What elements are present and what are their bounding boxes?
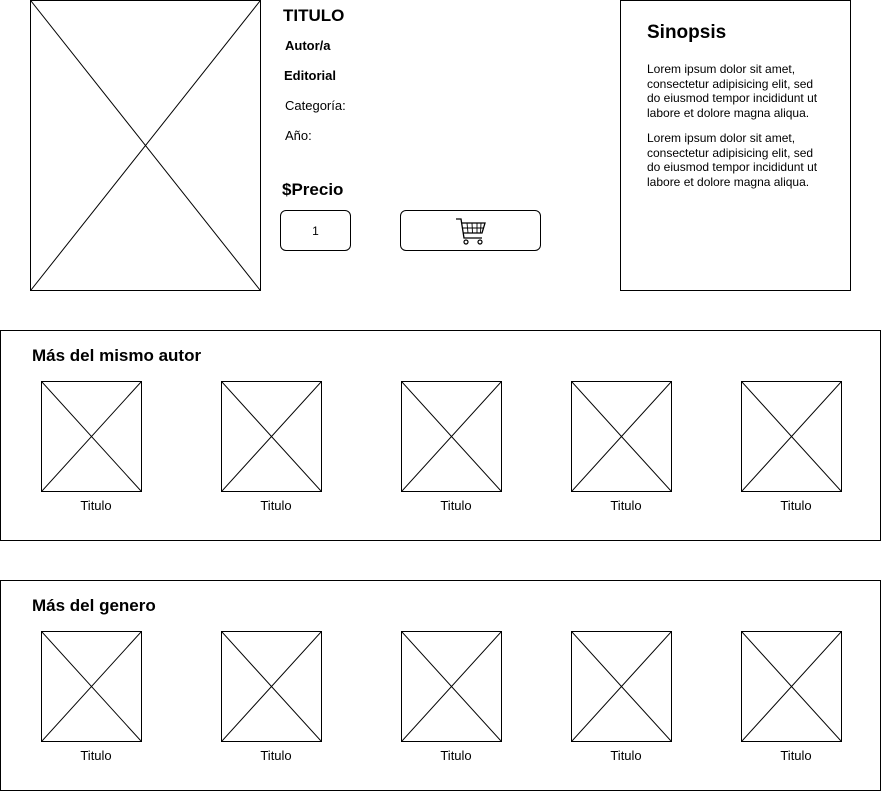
related-book-image[interactable] [741, 631, 842, 742]
synopsis-panel: Sinopsis Lorem ipsum dolor sit amet, con… [620, 0, 851, 291]
image-placeholder-icon [572, 382, 671, 491]
image-placeholder-icon [742, 632, 841, 741]
related-book-image[interactable] [401, 631, 502, 742]
book-year: Año: [285, 128, 312, 143]
book-author[interactable]: Autor/a [285, 38, 331, 53]
related-book-title[interactable]: Titulo [260, 748, 292, 763]
book-title: TITULO [283, 6, 345, 25]
related-book-image[interactable] [221, 631, 322, 742]
related-book-title[interactable]: Titulo [610, 498, 642, 513]
related-book-image[interactable] [571, 631, 672, 742]
same-genre-section: Más del genero Titulo Titulo Titulo Titu… [0, 580, 881, 791]
book-cover-image [30, 0, 261, 291]
related-book-title[interactable]: Titulo [610, 748, 642, 763]
related-book-title[interactable]: Titulo [780, 748, 812, 763]
related-book-title[interactable]: Titulo [440, 498, 472, 513]
quantity-input[interactable]: 1 [280, 210, 351, 251]
related-book-title[interactable]: Titulo [440, 748, 472, 763]
image-placeholder-icon [42, 632, 141, 741]
related-book-image[interactable] [741, 381, 842, 492]
image-placeholder-icon [742, 382, 841, 491]
add-to-cart-button[interactable] [400, 210, 541, 251]
shopping-cart-icon [455, 217, 486, 245]
image-placeholder-icon [31, 1, 260, 290]
book-price: $Precio [282, 180, 344, 199]
image-placeholder-icon [222, 382, 321, 491]
book-publisher: Editorial [284, 68, 337, 83]
related-book-title[interactable]: Titulo [80, 498, 112, 513]
section-title: Más del genero [32, 596, 156, 615]
related-book-image[interactable] [221, 381, 322, 492]
related-book-image[interactable] [41, 631, 142, 742]
related-book-title[interactable]: Titulo [780, 498, 812, 513]
synopsis-paragraph: Lorem ipsum dolor sit amet, consectetur … [647, 62, 818, 120]
related-book-image[interactable] [401, 381, 502, 492]
same-author-section: Más del mismo autor Titulo Titulo Titulo… [0, 330, 881, 541]
related-book-title[interactable]: Titulo [260, 498, 292, 513]
related-book-image[interactable] [571, 381, 672, 492]
image-placeholder-icon [42, 382, 141, 491]
image-placeholder-icon [402, 382, 501, 491]
related-book-image[interactable] [41, 381, 142, 492]
image-placeholder-icon [572, 632, 671, 741]
synopsis-paragraph: Lorem ipsum dolor sit amet, consectetur … [647, 131, 818, 189]
section-title: Más del mismo autor [32, 346, 202, 365]
synopsis-title: Sinopsis [647, 22, 727, 43]
image-placeholder-icon [402, 632, 501, 741]
book-category: Categoría: [285, 98, 346, 113]
related-book-title[interactable]: Titulo [80, 748, 112, 763]
image-placeholder-icon [222, 632, 321, 741]
